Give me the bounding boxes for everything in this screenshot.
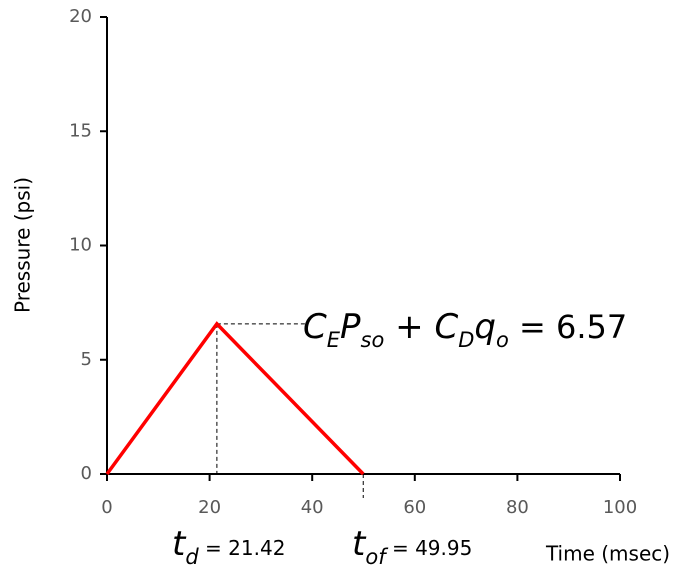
annotation-part: = 49.95 bbox=[386, 536, 473, 560]
annotation-part: C bbox=[303, 307, 327, 347]
data-line bbox=[105, 321, 365, 476]
annotation-part: o bbox=[496, 328, 509, 352]
annotation-part: of bbox=[365, 545, 389, 569]
annotation-part: C bbox=[434, 307, 458, 347]
x-tick-label: 60 bbox=[403, 497, 426, 518]
annotation-part: q bbox=[474, 307, 496, 347]
annotation-part: = 21.42 bbox=[199, 536, 286, 560]
y-axis-title: Pressure (psi) bbox=[11, 177, 35, 313]
y-tick-label: 10 bbox=[69, 235, 92, 256]
x-tick-label: 0 bbox=[101, 497, 112, 518]
x-tick-label: 20 bbox=[198, 497, 221, 518]
annotation-part: E bbox=[327, 328, 341, 352]
annotation-part: t bbox=[172, 524, 187, 564]
annotation-part: P bbox=[340, 307, 361, 347]
x-tick-label: 80 bbox=[506, 497, 529, 518]
y-tick-label: 0 bbox=[81, 463, 92, 484]
annotation: td = 21.42 bbox=[172, 524, 285, 569]
annotation-part: + bbox=[384, 307, 434, 347]
annotation-part: so bbox=[361, 328, 385, 352]
y-tick-label: 15 bbox=[69, 120, 92, 141]
annotation: CEPso + CDqo = 6.57 bbox=[303, 307, 627, 352]
x-tick-label: 40 bbox=[301, 497, 324, 518]
x-axis-title: Time (msec) bbox=[545, 542, 670, 566]
y-tick-label: 5 bbox=[81, 349, 92, 370]
x-tick-label: 100 bbox=[603, 497, 637, 518]
annotation-part: D bbox=[458, 328, 474, 352]
annotation-part: d bbox=[185, 545, 199, 569]
annotation: tof = 49.95 bbox=[352, 524, 472, 569]
y-tick-label: 20 bbox=[69, 6, 92, 27]
annotation-part: = 6.57 bbox=[509, 308, 627, 346]
annotation-part: t bbox=[352, 524, 367, 564]
